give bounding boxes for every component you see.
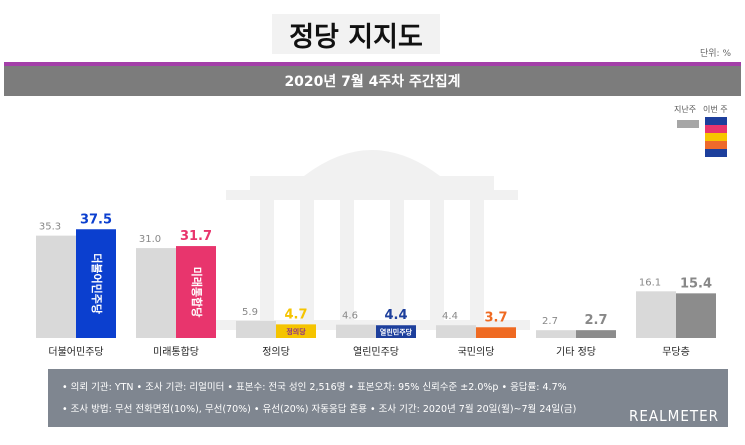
- party-logo-text: 정의당: [286, 327, 306, 336]
- legend-prev-swatch: [677, 120, 699, 128]
- bar-prev-week: [36, 235, 76, 338]
- curr-value-label: 15.4: [680, 276, 712, 291]
- legend-curr-swatch: [705, 117, 727, 157]
- bar-chart: 더불어민주당 35.3 37.5 미래통합당 31.0 31.7 정의당 5.9 4.7 열린민주…: [36, 150, 716, 358]
- realmeter-logo: REALMETER: [629, 407, 719, 425]
- footer-line-1: • 의뢰 기관: YTN • 조사 기관: 리얼미터 • 표본수: 전국 성인 …: [62, 382, 567, 393]
- bar-prev-week: [336, 324, 376, 338]
- category-label: 열린민주당: [353, 346, 399, 358]
- subtitle-bar: 2020년 7월 4주차 주간집계: [4, 66, 741, 96]
- legend-prev-label: 지난주: [674, 105, 697, 114]
- unit-label: 단위: %: [699, 49, 731, 59]
- bar-prev-week: [436, 325, 476, 338]
- prev-value-label: 4.4: [442, 311, 458, 322]
- legend-curr-swatch-segment: [705, 141, 727, 149]
- bar-this-week: [676, 293, 716, 338]
- chart-area: 더불어민주당 35.3 37.5 미래통합당 31.0 31.7 정의당 5.9 4.7 열린민주…: [4, 96, 741, 364]
- assembly-building-watermark: [214, 150, 530, 330]
- curr-value-label: 4.4: [384, 308, 407, 323]
- legend-curr-swatch-segment: [705, 125, 727, 133]
- footer-line-2: • 조사 방법: 무선 전화면접(10%), 무선(70%) • 유선(20%)…: [62, 404, 577, 415]
- party-logo-text: 미래통합당: [190, 267, 204, 318]
- bar-prev-week: [536, 330, 576, 338]
- curr-value-label: 37.5: [80, 212, 112, 227]
- legend-curr-label: 이번 주: [703, 105, 728, 114]
- bars-group: 더불어민주당 35.3 37.5 미래통합당 31.0 31.7 정의당 5.9 4.7 열린민주…: [36, 212, 716, 338]
- party-logo-text: 더불어민주당: [90, 253, 104, 314]
- legend-curr-swatch-segment: [705, 133, 727, 141]
- category-label: 국민의당: [458, 346, 495, 358]
- prev-value-label: 16.1: [639, 277, 661, 288]
- legend-curr-swatch-segment: [705, 117, 727, 125]
- bar-this-week: [76, 229, 116, 338]
- curr-value-label: 2.7: [584, 313, 607, 328]
- curr-value-label: 4.7: [284, 307, 307, 322]
- page-title: 정당 지지도: [272, 14, 440, 54]
- bar-this-week: [276, 324, 316, 338]
- bar-this-week: [176, 246, 216, 338]
- category-labels: 더불어민주당 미래통합당 정의당 열린민주당 국민의당 기타 정당 무당층: [48, 346, 689, 358]
- bar-prev-week: [236, 320, 276, 338]
- category-label: 더불어민주당: [48, 346, 103, 358]
- bar-this-week: [576, 330, 616, 338]
- bar-prev-week: [136, 248, 176, 338]
- accent-divider: [4, 62, 741, 66]
- title-band: 정당 지지도 단위: %: [0, 0, 745, 64]
- bar-prev-week: [636, 291, 676, 338]
- category-label: 무당층: [662, 346, 690, 358]
- category-label: 미래통합당: [153, 346, 199, 358]
- bar-this-week: [476, 327, 516, 338]
- curr-value-label: 3.7: [484, 310, 507, 325]
- survey-info-footer: • 의뢰 기관: YTN • 조사 기관: 리얼미터 • 표본수: 전국 성인 …: [48, 369, 728, 427]
- prev-value-label: 2.7: [542, 316, 558, 327]
- prev-value-label: 4.6: [342, 311, 358, 322]
- curr-value-label: 31.7: [180, 229, 212, 244]
- bar-this-week: [376, 325, 416, 338]
- category-label: 정의당: [262, 346, 290, 358]
- party-logo-text: 열린민주당: [380, 328, 413, 337]
- legend-curr-swatch-segment: [705, 149, 727, 157]
- category-label: 기타 정당: [556, 346, 596, 358]
- prev-value-label: 31.0: [139, 234, 161, 245]
- prev-value-label: 5.9: [242, 307, 258, 318]
- prev-value-label: 35.3: [39, 222, 61, 233]
